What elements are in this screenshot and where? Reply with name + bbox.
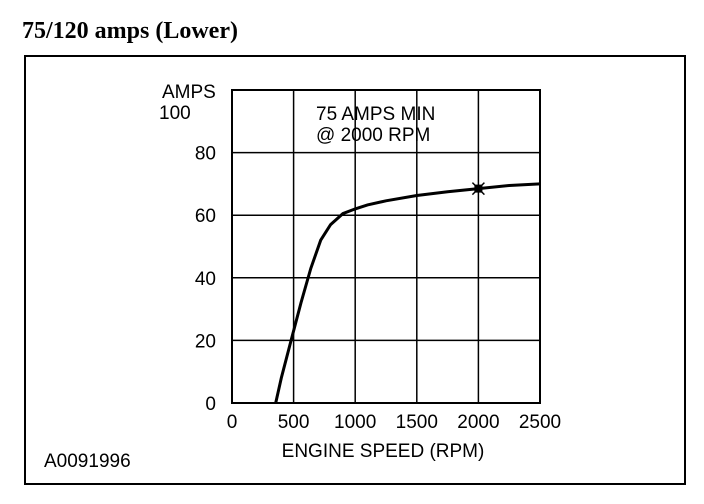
data-marker-cross-b <box>471 182 485 196</box>
x-tick-label: 1500 <box>396 412 438 433</box>
figure-frame <box>24 55 686 485</box>
y-axis-label: AMPS <box>162 82 216 103</box>
x-axis-label: ENGINE SPEED (RPM) <box>282 441 485 462</box>
y-tick-label: 100 <box>159 103 191 124</box>
series-line <box>274 182 541 404</box>
x-tick-label: 1000 <box>334 412 376 433</box>
x-tick-label: 0 <box>227 412 238 433</box>
y-tick-label: 20 <box>195 331 216 352</box>
y-tick-label: 80 <box>195 144 216 165</box>
figure-id: A0091996 <box>44 451 131 472</box>
grid <box>232 90 540 403</box>
x-axis-ticks: 0 500 1000 1500 2000 2500 <box>227 412 561 433</box>
annotation-line-2: @ 2000 RPM <box>316 125 430 146</box>
chart-title: 75/120 amps (Lower) <box>22 18 238 44</box>
x-tick-label: 500 <box>278 412 310 433</box>
y-tick-label: 60 <box>195 206 216 227</box>
plot-border <box>231 89 541 404</box>
marker-group <box>471 182 485 196</box>
y-tick-label: 0 <box>205 394 216 415</box>
y-tick-label: 40 <box>195 269 216 290</box>
x-tick-label: 2500 <box>519 412 561 433</box>
x-tick-label: 2000 <box>457 412 499 433</box>
annotation-line-1: 75 AMPS MIN <box>316 104 435 125</box>
